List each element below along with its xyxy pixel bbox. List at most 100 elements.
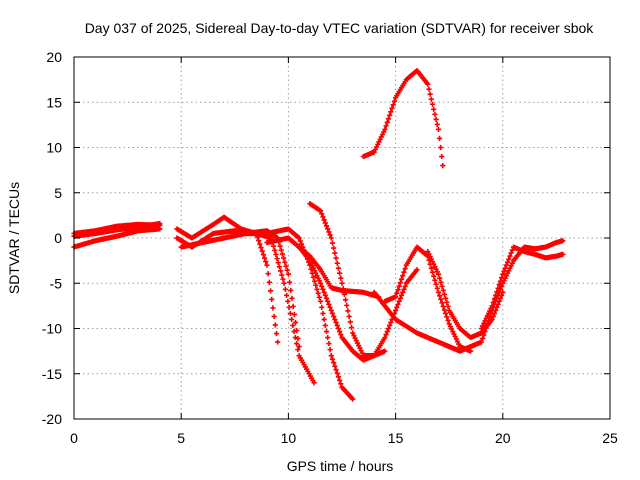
data-point bbox=[503, 262, 509, 268]
x-axis-label: GPS time / hours bbox=[287, 458, 394, 474]
data-point bbox=[338, 331, 344, 338]
data-point bbox=[263, 259, 269, 265]
data-point bbox=[494, 295, 500, 301]
y-tick-label: 10 bbox=[46, 140, 62, 156]
data-point bbox=[258, 244, 264, 251]
data-point bbox=[310, 274, 317, 280]
data-point bbox=[402, 283, 408, 289]
data-point bbox=[157, 220, 163, 227]
data-point bbox=[429, 101, 436, 107]
data-point bbox=[273, 330, 280, 337]
axis-ticks: 0 5 10 15 20 25 -20 -15 -10 -5 0 5 10 15 20 bbox=[42, 49, 618, 446]
data-point bbox=[328, 235, 334, 241]
data-point bbox=[401, 286, 407, 292]
data-point bbox=[282, 259, 288, 265]
data-point bbox=[438, 279, 444, 285]
data-point bbox=[489, 307, 495, 313]
data-point bbox=[328, 353, 334, 359]
data-point bbox=[274, 255, 280, 262]
data-point bbox=[325, 298, 331, 304]
data-point bbox=[333, 367, 339, 373]
data-point bbox=[270, 243, 277, 249]
data-point bbox=[335, 265, 342, 271]
data-point bbox=[269, 296, 275, 302]
data-point bbox=[402, 266, 408, 272]
data-point bbox=[433, 116, 439, 122]
data-point bbox=[340, 286, 346, 292]
data-point bbox=[267, 288, 274, 294]
data-point bbox=[313, 282, 319, 288]
data-point bbox=[289, 295, 295, 301]
data-point bbox=[337, 377, 343, 383]
series-arc-e1 bbox=[382, 244, 474, 354]
data-point bbox=[284, 292, 290, 298]
data-point bbox=[468, 348, 474, 354]
data-point bbox=[435, 289, 442, 295]
data-point bbox=[279, 272, 285, 278]
series-arc-b4 bbox=[242, 226, 356, 402]
data-point bbox=[338, 275, 344, 281]
data-point bbox=[270, 305, 276, 311]
data-point bbox=[426, 86, 432, 92]
data-point bbox=[323, 223, 330, 229]
data-point bbox=[427, 91, 433, 97]
data-point bbox=[284, 267, 290, 273]
data-point bbox=[326, 340, 332, 347]
data-point bbox=[385, 325, 392, 332]
series-arc-c2 bbox=[296, 244, 388, 363]
y-tick-label: 20 bbox=[46, 49, 62, 65]
data-point bbox=[393, 294, 399, 300]
data-point bbox=[312, 278, 318, 284]
data-point bbox=[432, 277, 438, 283]
data-point bbox=[331, 360, 337, 366]
data-point bbox=[327, 232, 333, 238]
data-point bbox=[500, 271, 506, 277]
data-point bbox=[289, 316, 295, 323]
data-point bbox=[279, 251, 286, 257]
data-point bbox=[256, 237, 262, 244]
data-point bbox=[437, 293, 443, 299]
data-point bbox=[501, 268, 507, 274]
data-point bbox=[291, 311, 297, 318]
data-point bbox=[429, 269, 436, 275]
data-point bbox=[325, 226, 331, 232]
data-point bbox=[326, 229, 332, 235]
data-point bbox=[319, 211, 325, 217]
data-point bbox=[388, 109, 394, 115]
data-point bbox=[275, 260, 281, 266]
data-point bbox=[297, 238, 303, 244]
data-point bbox=[339, 280, 345, 286]
x-tick-label: 15 bbox=[388, 430, 404, 446]
data-point bbox=[333, 255, 339, 261]
data-points bbox=[71, 67, 566, 402]
data-point bbox=[295, 347, 301, 353]
data-point bbox=[157, 226, 163, 232]
data-point bbox=[396, 283, 402, 289]
data-point bbox=[445, 317, 451, 324]
series-arc-e3 bbox=[425, 248, 506, 341]
data-point bbox=[497, 286, 504, 292]
data-point bbox=[391, 98, 398, 104]
data-point bbox=[434, 285, 440, 291]
data-point bbox=[329, 356, 336, 362]
data-point bbox=[260, 251, 266, 258]
y-tick-label: 0 bbox=[54, 230, 62, 246]
data-point bbox=[350, 396, 356, 402]
data-point bbox=[438, 296, 444, 302]
data-point bbox=[428, 96, 434, 102]
data-point bbox=[387, 112, 393, 118]
data-point bbox=[319, 283, 325, 289]
data-point bbox=[387, 322, 393, 329]
data-point bbox=[445, 303, 451, 309]
data-point bbox=[316, 294, 322, 300]
data-point bbox=[383, 123, 389, 129]
data-point bbox=[502, 265, 508, 271]
data-point bbox=[282, 286, 288, 292]
x-tick-label: 10 bbox=[281, 430, 297, 446]
data-point bbox=[444, 314, 450, 320]
data-point bbox=[438, 144, 444, 151]
data-point bbox=[384, 328, 390, 335]
data-point bbox=[506, 256, 512, 262]
data-point bbox=[287, 310, 293, 317]
y-tick-label: -15 bbox=[42, 366, 62, 382]
